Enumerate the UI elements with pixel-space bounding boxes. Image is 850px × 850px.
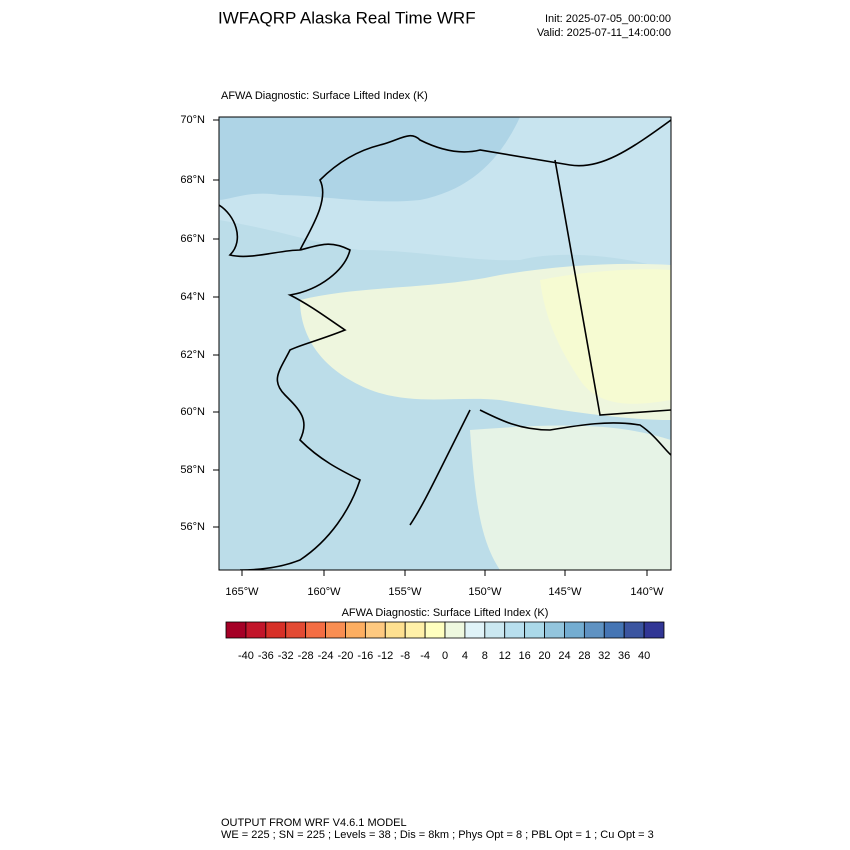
colorbar-swatch (345, 621, 366, 639)
lon-label: 160°W (307, 586, 341, 598)
lon-label: 165°W (225, 586, 259, 598)
map-field (219, 117, 671, 570)
colorbar-swatch (384, 621, 406, 639)
colorbar-label: 40 (638, 650, 650, 662)
colorbar-swatch (603, 621, 625, 639)
colorbar-label: 28 (578, 650, 590, 662)
page-title: IWFAQRP Alaska Real Time WRF (218, 8, 476, 27)
colorbar-label: 0 (442, 650, 448, 662)
lat-label: 62°N (180, 349, 205, 361)
colorbar-label: 32 (598, 650, 610, 662)
colorbar-label: -20 (338, 650, 354, 662)
lon-label: 155°W (388, 586, 422, 598)
colorbar-swatch (265, 621, 287, 639)
colorbar-label: 20 (538, 650, 550, 662)
colorbar-label: 24 (558, 650, 570, 662)
colorbar-label: -28 (298, 650, 314, 662)
colorbar-swatch (305, 621, 326, 639)
colorbar-swatch (583, 621, 605, 639)
colorbar-label: 36 (618, 650, 630, 662)
colorbar-swatch (404, 621, 426, 639)
lon-label: 150°W (468, 586, 502, 598)
colorbar-swatch (524, 621, 545, 639)
colorbar-swatch (285, 621, 307, 639)
lat-label: 68°N (180, 174, 205, 186)
colorbar-swatch (245, 621, 267, 639)
colorbar-label: 12 (499, 650, 511, 662)
colorbar-label: 8 (482, 650, 488, 662)
coastline (219, 119, 671, 570)
colorbar-swatch (325, 621, 346, 639)
colorbar-swatch (464, 621, 486, 639)
lat-label: 66°N (180, 233, 205, 245)
colorbar-label: -36 (258, 650, 274, 662)
colorbar-swatch (424, 621, 446, 639)
colorbar-label: -32 (278, 650, 294, 662)
map-frame (218, 116, 672, 571)
lat-label: 56°N (180, 521, 205, 533)
colorbar-swatch (225, 621, 247, 639)
colorbar-label: 4 (462, 650, 468, 662)
colorbar-swatch (444, 621, 466, 639)
colorbar-label: -8 (400, 650, 410, 662)
colorbar-label: -16 (357, 650, 373, 662)
colorbar-label: -4 (420, 650, 430, 662)
map-title: AFWA Diagnostic: Surface Lifted Index (K… (221, 90, 428, 102)
init-time: Init: 2025-07-05_00:00:00 (545, 13, 671, 25)
lat-label: 60°N (180, 406, 205, 418)
lon-label: 140°W (630, 586, 664, 598)
lat-label: 58°N (180, 464, 205, 476)
lon-label: 145°W (548, 586, 582, 598)
footer-line: WE = 225 ; SN = 225 ; Levels = 38 ; Dis … (221, 829, 654, 841)
valid-time: Valid: 2025-07-11_14:00:00 (537, 27, 671, 39)
colorbar-label: 16 (519, 650, 531, 662)
colorbar-swatch (623, 621, 645, 639)
colorbar-label: -40 (238, 650, 254, 662)
lat-label: 70°N (180, 114, 205, 126)
colorbar-swatch (643, 621, 665, 639)
colorbar-swatch (504, 621, 526, 639)
colorbar-title: AFWA Diagnostic: Surface Lifted Index (K… (342, 607, 549, 619)
colorbar-swatch (364, 621, 386, 639)
lat-label: 64°N (180, 291, 205, 303)
colorbar-label: -12 (377, 650, 393, 662)
colorbar-label: -24 (318, 650, 334, 662)
footer-line: OUTPUT FROM WRF V4.6.1 MODEL (221, 817, 407, 829)
colorbar-swatch (544, 621, 565, 639)
colorbar-swatch (564, 621, 585, 639)
colorbar-swatch (484, 621, 506, 639)
